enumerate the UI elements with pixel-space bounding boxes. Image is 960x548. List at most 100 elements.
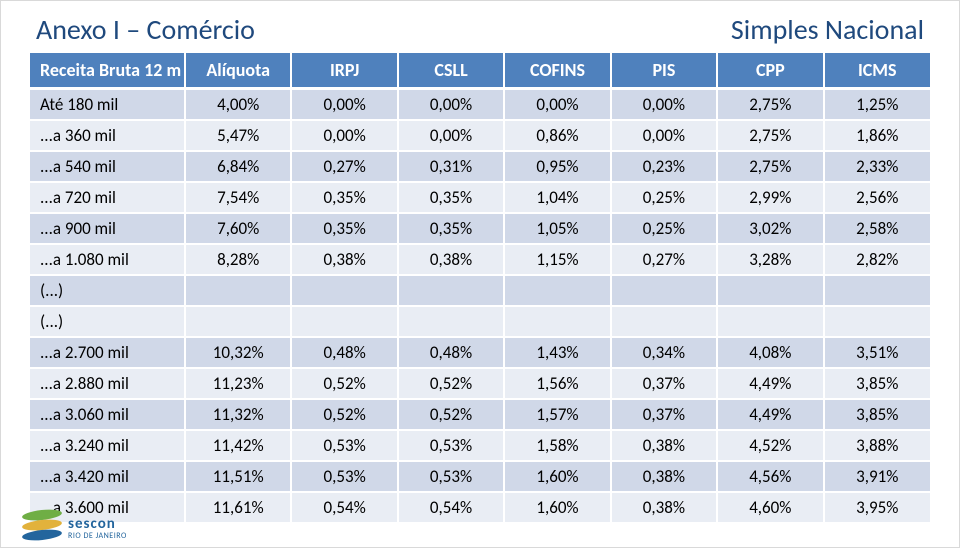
table-cell: 1,58% bbox=[504, 430, 610, 461]
table-row: ...a 2.880 mil11,23%0,52%0,52%1,56%0,37%… bbox=[30, 368, 930, 399]
table-cell: 4,08% bbox=[717, 337, 823, 368]
table-cell bbox=[824, 306, 930, 337]
table-cell: 5,47% bbox=[185, 120, 291, 151]
table-cell: 0,95% bbox=[504, 151, 610, 182]
table-cell: 0,52% bbox=[398, 368, 504, 399]
col-cpp: CPP bbox=[717, 53, 823, 89]
table-cell: 0,35% bbox=[398, 182, 504, 213]
table-cell: 0,38% bbox=[611, 461, 717, 492]
table-cell bbox=[611, 275, 717, 306]
table-cell: 3,85% bbox=[824, 368, 930, 399]
table-cell: ...a 3.060 mil bbox=[30, 399, 185, 430]
table-cell: ...a 540 mil bbox=[30, 151, 185, 182]
col-pis: PIS bbox=[611, 53, 717, 89]
slide: Anexo I – Comércio Simples Nacional Rece… bbox=[0, 0, 960, 548]
table-cell: 0,27% bbox=[611, 244, 717, 275]
title-left: Anexo I – Comércio bbox=[36, 12, 255, 47]
col-irpj: IRPJ bbox=[291, 53, 397, 89]
table-cell: ...a 2.880 mil bbox=[30, 368, 185, 399]
table-cell: 0,53% bbox=[398, 430, 504, 461]
table-cell: 3,02% bbox=[717, 213, 823, 244]
table-cell: 1,86% bbox=[824, 120, 930, 151]
table-row: ...a 3.240 mil11,42%0,53%0,53%1,58%0,38%… bbox=[30, 430, 930, 461]
table-cell: 10,32% bbox=[185, 337, 291, 368]
table-cell bbox=[717, 306, 823, 337]
table-cell: Até 180 mil bbox=[30, 89, 185, 121]
table-cell bbox=[398, 275, 504, 306]
table-cell: 4,60% bbox=[717, 492, 823, 523]
table-cell: 3,88% bbox=[824, 430, 930, 461]
table-row: ...a 3.600 mil11,61%0,54%0,54%1,60%0,38%… bbox=[30, 492, 930, 523]
col-aliquota: Alíquota bbox=[185, 53, 291, 89]
table-cell: 1,05% bbox=[504, 213, 610, 244]
col-cofins: COFINS bbox=[504, 53, 610, 89]
table-cell: 0,00% bbox=[291, 89, 397, 121]
table-header: Receita Bruta 12 m Alíquota IRPJ CSLL CO… bbox=[30, 53, 930, 89]
table-row: (...) bbox=[30, 275, 930, 306]
tax-table: Receita Bruta 12 m Alíquota IRPJ CSLL CO… bbox=[30, 53, 930, 524]
col-icms: ICMS bbox=[824, 53, 930, 89]
table-cell: 3,91% bbox=[824, 461, 930, 492]
table-cell: (...) bbox=[30, 306, 185, 337]
table-cell: 0,53% bbox=[398, 461, 504, 492]
logo-text: sescon RIO DE JANEIRO bbox=[68, 517, 127, 542]
table-cell: 0,25% bbox=[611, 182, 717, 213]
table-cell: 2,82% bbox=[824, 244, 930, 275]
table-cell: 7,60% bbox=[185, 213, 291, 244]
table-cell: 0,00% bbox=[611, 89, 717, 121]
table-cell: 0,86% bbox=[504, 120, 610, 151]
table-cell: 4,52% bbox=[717, 430, 823, 461]
table-cell: 1,15% bbox=[504, 244, 610, 275]
table-cell: ...a 900 mil bbox=[30, 213, 185, 244]
table-cell: 2,75% bbox=[717, 89, 823, 121]
table-cell: 7,54% bbox=[185, 182, 291, 213]
col-receita: Receita Bruta 12 m bbox=[30, 53, 185, 89]
table-cell: 2,58% bbox=[824, 213, 930, 244]
table-row: ...a 3.420 mil11,51%0,53%0,53%1,60%0,38%… bbox=[30, 461, 930, 492]
table-cell bbox=[291, 275, 397, 306]
table-cell bbox=[291, 306, 397, 337]
table-cell: 0,35% bbox=[291, 213, 397, 244]
table-cell: 0,00% bbox=[291, 120, 397, 151]
table-cell: 0,52% bbox=[291, 368, 397, 399]
logo-sub: RIO DE JANEIRO bbox=[68, 532, 127, 542]
table-cell: 4,49% bbox=[717, 399, 823, 430]
table-cell: 0,54% bbox=[398, 492, 504, 523]
table-cell: 2,33% bbox=[824, 151, 930, 182]
table-cell bbox=[504, 275, 610, 306]
table-row: Até 180 mil4,00%0,00%0,00%0,00%0,00%2,75… bbox=[30, 89, 930, 121]
table-cell: 4,00% bbox=[185, 89, 291, 121]
title-row: Anexo I – Comércio Simples Nacional bbox=[30, 12, 930, 47]
table-cell bbox=[717, 275, 823, 306]
table-cell: 0,52% bbox=[291, 399, 397, 430]
table-cell: 1,25% bbox=[824, 89, 930, 121]
table-cell: 1,60% bbox=[504, 461, 610, 492]
table-row: ...a 360 mil5,47%0,00%0,00%0,86%0,00%2,7… bbox=[30, 120, 930, 151]
table-cell: 0,35% bbox=[398, 213, 504, 244]
table-cell: 6,84% bbox=[185, 151, 291, 182]
table-cell bbox=[185, 275, 291, 306]
table-row: ...a 2.700 mil10,32%0,48%0,48%1,43%0,34%… bbox=[30, 337, 930, 368]
table-cell: ...a 3.420 mil bbox=[30, 461, 185, 492]
table-cell: 2,75% bbox=[717, 151, 823, 182]
table-cell: 0,34% bbox=[611, 337, 717, 368]
table-cell: 11,32% bbox=[185, 399, 291, 430]
table-cell: 0,23% bbox=[611, 151, 717, 182]
table-row: ...a 3.060 mil11,32%0,52%0,52%1,57%0,37%… bbox=[30, 399, 930, 430]
logo-mark bbox=[22, 508, 64, 542]
table-cell: ...a 720 mil bbox=[30, 182, 185, 213]
table-cell: 0,27% bbox=[291, 151, 397, 182]
table-cell: 0,38% bbox=[398, 244, 504, 275]
table-cell: 3,95% bbox=[824, 492, 930, 523]
table-cell: 1,60% bbox=[504, 492, 610, 523]
table-cell: 2,56% bbox=[824, 182, 930, 213]
table-cell: 0,38% bbox=[291, 244, 397, 275]
table-row: ...a 540 mil6,84%0,27%0,31%0,95%0,23%2,7… bbox=[30, 151, 930, 182]
table-cell: 11,61% bbox=[185, 492, 291, 523]
table-cell: 0,00% bbox=[504, 89, 610, 121]
table-cell: 3,85% bbox=[824, 399, 930, 430]
table-cell: 0,37% bbox=[611, 368, 717, 399]
table-cell: 2,99% bbox=[717, 182, 823, 213]
table-cell: 0,38% bbox=[611, 492, 717, 523]
table-cell: 0,00% bbox=[398, 120, 504, 151]
